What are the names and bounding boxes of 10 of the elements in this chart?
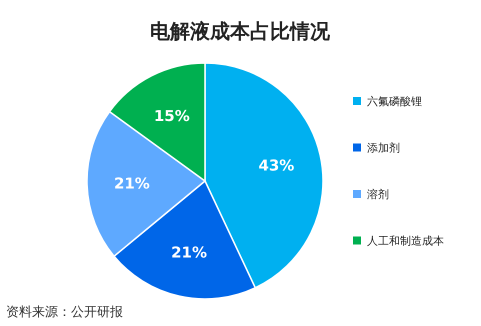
legend-label: 六氟磷酸锂 xyxy=(367,94,422,108)
legend-label: 人工和制造成本 xyxy=(367,234,444,248)
legend-label: 添加剂 xyxy=(367,141,400,154)
data-label: 21% xyxy=(171,244,207,262)
data-label: 43% xyxy=(258,156,294,174)
data-label: 21% xyxy=(114,174,150,193)
chart-title: 电解液成本占比情况 xyxy=(150,19,331,43)
data-label: 15% xyxy=(154,107,190,126)
legend-label: 溶剂 xyxy=(367,188,389,201)
text: 资料来源：公开研报 xyxy=(6,305,123,320)
